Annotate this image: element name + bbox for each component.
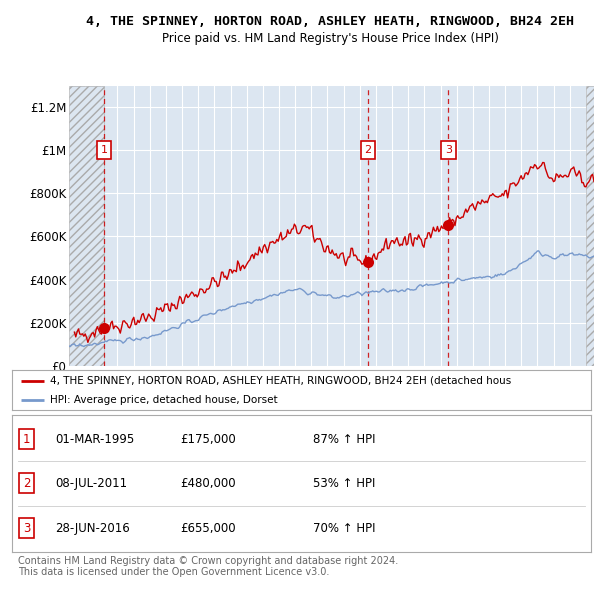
Text: 3: 3 [23, 522, 30, 535]
Text: HPI: Average price, detached house, Dorset: HPI: Average price, detached house, Dors… [50, 395, 277, 405]
Text: 2: 2 [23, 477, 30, 490]
Text: £175,000: £175,000 [180, 433, 236, 446]
Text: 1: 1 [23, 433, 30, 446]
Text: 4, THE SPINNEY, HORTON ROAD, ASHLEY HEATH, RINGWOOD, BH24 2EH (detached hous: 4, THE SPINNEY, HORTON ROAD, ASHLEY HEAT… [50, 376, 511, 386]
Text: 53% ↑ HPI: 53% ↑ HPI [313, 477, 376, 490]
Text: 01-MAR-1995: 01-MAR-1995 [55, 433, 134, 446]
Text: 08-JUL-2011: 08-JUL-2011 [55, 477, 128, 490]
Text: 1: 1 [101, 145, 107, 155]
Text: £480,000: £480,000 [180, 477, 236, 490]
Text: £655,000: £655,000 [180, 522, 236, 535]
Text: 4, THE SPINNEY, HORTON ROAD, ASHLEY HEATH, RINGWOOD, BH24 2EH: 4, THE SPINNEY, HORTON ROAD, ASHLEY HEAT… [86, 15, 574, 28]
Text: Contains HM Land Registry data © Crown copyright and database right 2024.
This d: Contains HM Land Registry data © Crown c… [18, 556, 398, 578]
Text: 3: 3 [445, 145, 452, 155]
Text: 2: 2 [364, 145, 371, 155]
Text: 28-JUN-2016: 28-JUN-2016 [55, 522, 130, 535]
Text: 87% ↑ HPI: 87% ↑ HPI [313, 433, 376, 446]
Text: Price paid vs. HM Land Registry's House Price Index (HPI): Price paid vs. HM Land Registry's House … [161, 32, 499, 45]
Text: 70% ↑ HPI: 70% ↑ HPI [313, 522, 376, 535]
